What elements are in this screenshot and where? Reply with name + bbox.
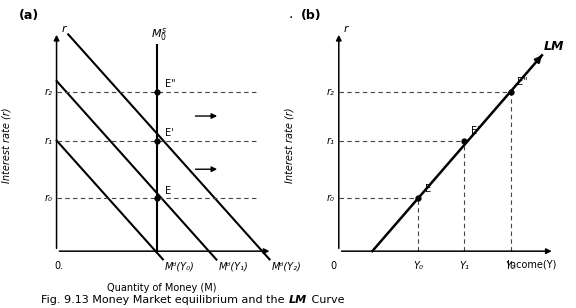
Text: E': E' — [165, 128, 174, 138]
Text: Y₁: Y₁ — [460, 261, 469, 271]
Text: E': E' — [471, 126, 479, 136]
Text: LM: LM — [289, 295, 308, 305]
Text: Y₂: Y₂ — [506, 261, 516, 271]
Text: r₀: r₀ — [327, 193, 335, 203]
Text: r₂: r₂ — [327, 87, 335, 97]
Text: $r$: $r$ — [60, 23, 68, 34]
Text: Curve: Curve — [308, 295, 344, 305]
Text: Mᵈ(Y₂): Mᵈ(Y₂) — [272, 261, 301, 272]
Text: Interest rate (r): Interest rate (r) — [2, 107, 12, 183]
Text: E": E" — [165, 79, 176, 89]
Text: Interest rate (r): Interest rate (r) — [284, 107, 294, 183]
Text: Income(Y): Income(Y) — [507, 260, 556, 270]
Text: Y₀: Y₀ — [414, 261, 423, 271]
Text: $M_0^s$: $M_0^s$ — [151, 26, 167, 43]
Text: r₁: r₁ — [44, 136, 52, 145]
Text: $r$: $r$ — [343, 23, 350, 34]
Text: E: E — [165, 186, 172, 196]
Text: E": E" — [517, 77, 528, 87]
Text: Quantity of Money (M): Quantity of Money (M) — [107, 283, 216, 293]
Text: r₂: r₂ — [44, 87, 52, 97]
Text: r₁: r₁ — [327, 136, 335, 145]
Text: Mᵈ(Y₁): Mᵈ(Y₁) — [218, 262, 248, 272]
Text: (b): (b) — [301, 9, 321, 22]
Text: 0.: 0. — [55, 261, 63, 271]
Text: Fig. 9.13 Money Market equilibrium and the: Fig. 9.13 Money Market equilibrium and t… — [41, 295, 288, 305]
Text: E: E — [425, 184, 431, 194]
Text: Mᵈ(Y₀): Mᵈ(Y₀) — [165, 261, 195, 271]
Text: ·: · — [289, 11, 293, 26]
Text: (a): (a) — [18, 9, 39, 22]
Text: r₀: r₀ — [44, 193, 52, 203]
Text: LM: LM — [544, 40, 564, 53]
Text: 0: 0 — [331, 261, 337, 271]
